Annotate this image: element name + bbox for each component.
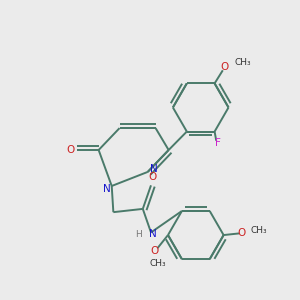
Text: H: H	[135, 230, 142, 238]
Text: N: N	[149, 229, 157, 239]
Text: O: O	[148, 172, 157, 182]
Text: O: O	[238, 228, 246, 239]
Text: CH₃: CH₃	[250, 226, 267, 235]
Text: O: O	[66, 145, 74, 155]
Text: O: O	[220, 62, 229, 72]
Text: CH₃: CH₃	[149, 260, 166, 268]
Text: N: N	[150, 164, 158, 174]
Text: N: N	[103, 184, 111, 194]
Text: CH₃: CH₃	[234, 58, 251, 67]
Text: F: F	[215, 138, 221, 148]
Text: O: O	[151, 246, 159, 256]
